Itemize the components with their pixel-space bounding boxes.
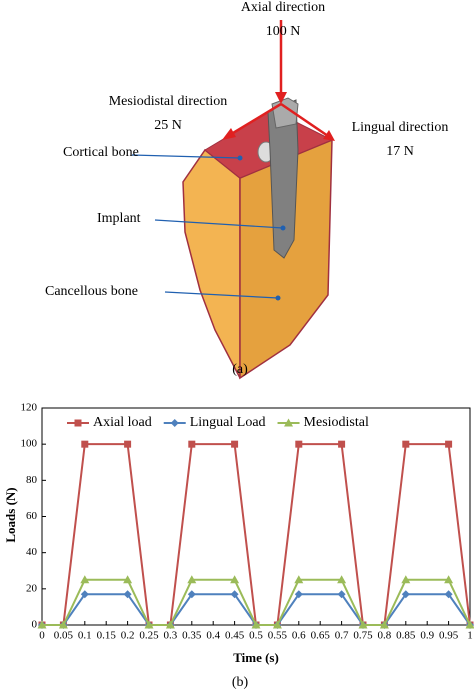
data-point xyxy=(295,440,303,448)
x-tick-label: 0.1 xyxy=(78,630,92,642)
legend-label: Lingual Load xyxy=(190,415,266,430)
data-point xyxy=(144,620,154,629)
callout-lines xyxy=(131,154,286,301)
data-point xyxy=(37,620,47,629)
x-tick-label: 0.55 xyxy=(268,630,288,642)
legend-marker xyxy=(74,419,82,427)
x-tick-label: 0.8 xyxy=(378,630,392,642)
data-point xyxy=(294,575,304,584)
axial-label: Axial direction xyxy=(241,0,325,15)
x-tick-label: 0.7 xyxy=(335,630,349,642)
legend-label: Mesiodistal xyxy=(304,415,369,430)
caption: (a) xyxy=(232,362,248,377)
data-point xyxy=(465,620,474,629)
data-point xyxy=(445,440,453,448)
x-tick-label: 0.2 xyxy=(121,630,135,642)
data-point xyxy=(337,590,346,599)
data-point xyxy=(123,575,133,584)
data-point xyxy=(80,575,90,584)
legend-label: Axial load xyxy=(93,415,152,430)
data-point xyxy=(165,620,175,629)
y-tick-label: 60 xyxy=(26,510,38,522)
data-point xyxy=(294,590,303,599)
y-tick-label: 100 xyxy=(21,438,38,450)
y-tick-label: 0 xyxy=(32,619,38,631)
mesiodistal-value: 25 N xyxy=(154,118,182,133)
data-point xyxy=(358,620,368,629)
force-arrows xyxy=(222,20,335,141)
cancellous-label: Cancellous bone xyxy=(45,284,138,299)
axial-value: 100 N xyxy=(266,24,301,39)
y-tick-label: 120 xyxy=(21,402,38,414)
x-tick-label: 0.45 xyxy=(225,630,245,642)
data-point xyxy=(187,575,197,584)
data-point xyxy=(402,440,410,448)
data-point xyxy=(338,440,346,448)
data-point xyxy=(401,575,411,584)
mesiodistal-label: Mesiodistal direction xyxy=(109,94,228,109)
data-point xyxy=(123,590,132,599)
x-tick-label: 0.6 xyxy=(292,630,306,642)
x-tick-label: 0.15 xyxy=(97,630,117,642)
implant-diagram: Axial direction 100 N Mesiodistal direct… xyxy=(45,0,449,380)
lingual-label: Lingual direction xyxy=(352,120,449,135)
x-axis-label: Time (s) xyxy=(233,650,279,665)
cancellous-side xyxy=(182,148,241,379)
legend-marker xyxy=(284,418,294,427)
x-tick-label: 1 xyxy=(467,630,473,642)
x-tick-label: 0 xyxy=(39,630,45,642)
data-point xyxy=(337,575,347,584)
data-point xyxy=(444,590,453,599)
caption: (b) xyxy=(232,675,249,690)
data-point xyxy=(444,575,454,584)
x-tick-label: 0.85 xyxy=(396,630,416,642)
data-point xyxy=(230,575,240,584)
data-point xyxy=(124,440,132,448)
data-point xyxy=(187,590,196,599)
y-tick-label: 20 xyxy=(26,582,38,594)
data-point xyxy=(379,620,389,629)
lingual-value: 17 N xyxy=(386,144,414,159)
y-tick-label: 40 xyxy=(26,546,38,558)
cortical-label: Cortical bone xyxy=(63,145,139,160)
x-tick-label: 0.75 xyxy=(353,630,373,642)
x-tick-label: 0.65 xyxy=(311,630,331,642)
x-tick-label: 0.25 xyxy=(139,630,159,642)
y-tick-label: 80 xyxy=(26,474,38,486)
x-tick-label: 0.05 xyxy=(54,630,74,642)
data-point xyxy=(272,620,282,629)
x-tick-label: 0.3 xyxy=(164,630,178,642)
data-point xyxy=(58,620,68,629)
x-tick-label: 0.5 xyxy=(249,630,263,642)
x-tick-label: 0.4 xyxy=(206,630,220,642)
data-point xyxy=(230,590,239,599)
data-point xyxy=(81,440,89,448)
implant-label: Implant xyxy=(97,211,141,226)
data-point xyxy=(80,590,89,599)
legend-marker xyxy=(170,419,179,427)
data-point xyxy=(401,590,410,599)
data-point xyxy=(188,440,196,448)
y-axis-label: Loads (N) xyxy=(3,487,18,542)
x-tick-label: 0.95 xyxy=(439,630,459,642)
x-tick-label: 0.9 xyxy=(420,630,434,642)
data-point xyxy=(231,440,239,448)
x-tick-label: 0.35 xyxy=(182,630,202,642)
data-point xyxy=(251,620,261,629)
